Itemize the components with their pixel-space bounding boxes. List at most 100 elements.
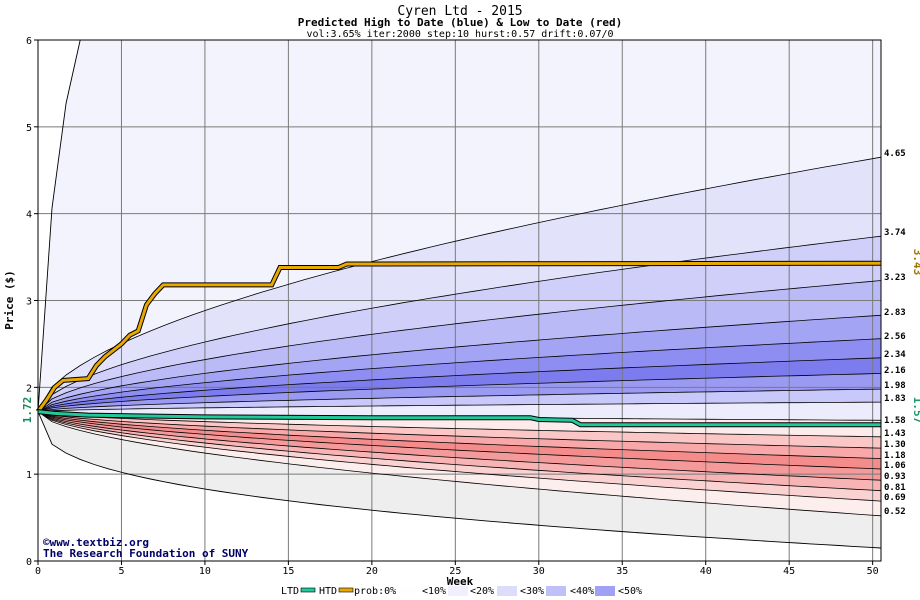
right-value-label: 2.83 bbox=[884, 308, 906, 318]
probability-bands bbox=[38, 40, 881, 548]
probability-band bbox=[38, 389, 881, 412]
right-value-label: 0.93 bbox=[884, 472, 906, 482]
probability-band bbox=[38, 411, 881, 459]
legend-label: <40% bbox=[570, 586, 594, 597]
probability-band bbox=[38, 157, 881, 412]
htd-final-label: 3.43 bbox=[911, 249, 920, 276]
probability-band bbox=[38, 411, 881, 516]
legend-label: LTD bbox=[281, 586, 299, 597]
y-tick-label: 4 bbox=[26, 210, 32, 221]
y-axis-label: Price ($) bbox=[3, 270, 16, 330]
chart-title: Cyren Ltd - 2015 bbox=[397, 4, 522, 19]
chart-params: vol:3.65% iter:2000 step:10 hurst:0.57 d… bbox=[306, 29, 613, 40]
legend-label: <20% bbox=[470, 586, 494, 597]
htd-line bbox=[36, 261, 882, 413]
quantile-line bbox=[37, 411, 882, 549]
legend-swatch-0 bbox=[400, 586, 420, 596]
right-value-label: 1.43 bbox=[884, 429, 906, 439]
y-tick-label: 2 bbox=[26, 383, 32, 394]
y-tick-label: 1 bbox=[26, 470, 32, 481]
probability-band bbox=[38, 411, 881, 548]
quantile-line bbox=[37, 401, 882, 412]
right-value-label: 1.83 bbox=[884, 394, 906, 404]
x-tick-label: 15 bbox=[282, 566, 294, 577]
start-price-label: 1.72 bbox=[21, 397, 34, 424]
right-value-label: 2.56 bbox=[884, 332, 906, 342]
probability-band bbox=[38, 411, 881, 469]
right-value-label: 1.06 bbox=[884, 461, 906, 471]
grid bbox=[38, 40, 881, 561]
probability-band bbox=[38, 402, 881, 421]
quantile-line bbox=[37, 411, 882, 438]
legend-swatch-30 bbox=[546, 586, 566, 596]
right-value-label: 1.98 bbox=[884, 381, 906, 391]
legend-swatch-htd bbox=[338, 587, 354, 593]
probability-band bbox=[38, 411, 881, 491]
quantile-line bbox=[37, 156, 882, 412]
x-tick-label: 45 bbox=[783, 566, 795, 577]
probability-band bbox=[38, 315, 881, 412]
x-tick-label: 30 bbox=[533, 566, 545, 577]
probability-band bbox=[38, 411, 881, 449]
legend-label: <50% bbox=[618, 586, 642, 597]
x-tick-label: 5 bbox=[118, 566, 124, 577]
probability-band bbox=[38, 411, 881, 481]
right-value-label: 0.69 bbox=[884, 493, 906, 503]
right-value-label: 2.16 bbox=[884, 366, 906, 376]
legend-swatch-10 bbox=[448, 586, 468, 596]
watermark-line-2: The Research Foundation of SUNY bbox=[43, 547, 249, 560]
probability-band bbox=[38, 357, 881, 412]
x-tick-label: 0 bbox=[35, 566, 41, 577]
right-labels: 4.65 3.74 3.23 2.83 2.56 2.34 2.16 1.98 1.83 1.58… bbox=[884, 149, 906, 517]
quantile-line bbox=[37, 373, 882, 412]
right-value-label: 3.23 bbox=[884, 273, 906, 283]
right-value-label: 0.81 bbox=[884, 483, 906, 493]
quantile-line bbox=[37, 235, 882, 412]
right-value-label: 0.52 bbox=[884, 507, 906, 517]
y-tick-label: 3 bbox=[26, 297, 32, 308]
quantile-line bbox=[37, 411, 882, 449]
x-axis-label: Week bbox=[447, 575, 474, 588]
probability-band bbox=[38, 280, 881, 412]
chart-subtitle: Predicted High to Date (blue) & Low to D… bbox=[298, 16, 623, 29]
series-lines bbox=[35, 260, 882, 428]
probability-band bbox=[38, 236, 881, 412]
quantile-line bbox=[37, 411, 882, 517]
watermark-line-1: ©www.textbiz.org bbox=[43, 536, 149, 549]
legend-swatch-40 bbox=[595, 586, 615, 596]
right-value-label: 4.65 bbox=[884, 149, 906, 159]
quantile-line bbox=[37, 411, 882, 492]
legend-label: HTD bbox=[319, 586, 337, 597]
ltd-line bbox=[37, 410, 881, 427]
legend-label: <30% bbox=[520, 586, 544, 597]
x-tick-label: 25 bbox=[449, 566, 461, 577]
quantile-line bbox=[37, 411, 882, 502]
legend: LTD HTD prob:0% <10% <20% <30% <40% <50% bbox=[281, 586, 642, 597]
x-tick-label: 10 bbox=[199, 566, 211, 577]
right-value-label: 3.74 bbox=[884, 228, 906, 238]
x-tick-label: 35 bbox=[616, 566, 628, 577]
y-tick-label: 6 bbox=[26, 36, 32, 47]
right-value-label: 1.58 bbox=[884, 416, 906, 426]
right-value-label: 2.34 bbox=[884, 350, 906, 360]
x-tick-label: 40 bbox=[700, 566, 712, 577]
legend-swatch-ltd bbox=[300, 587, 316, 593]
legend-swatch-20 bbox=[497, 586, 517, 596]
legend-label: prob:0% bbox=[354, 586, 396, 597]
ltd-final-label: 1.57 bbox=[911, 397, 920, 424]
quantile-line bbox=[37, 411, 882, 459]
quantile-line bbox=[37, 357, 882, 412]
y-tick-label: 5 bbox=[26, 123, 32, 134]
quantile-line bbox=[37, 280, 882, 412]
y-tick-label: 0 bbox=[26, 557, 32, 568]
quantile-line bbox=[37, 338, 882, 412]
quantile-line bbox=[37, 314, 882, 412]
quantile-line bbox=[37, 388, 882, 412]
probability-band bbox=[38, 40, 881, 412]
quantile-line bbox=[37, 411, 882, 481]
quantile-line bbox=[37, 411, 882, 470]
probability-band bbox=[38, 373, 881, 412]
x-tick-label: 50 bbox=[867, 566, 879, 577]
